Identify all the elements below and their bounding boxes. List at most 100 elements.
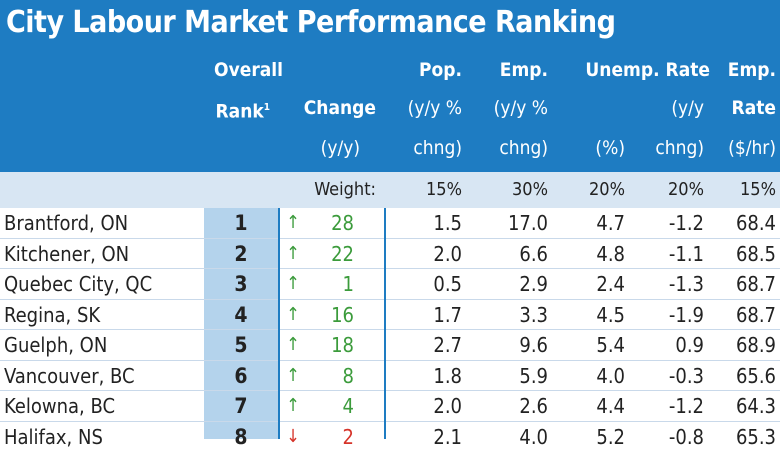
table-row: Kitchener, ON 2 ↑ 22 2.0 6.6 4.8 -1.1 68.5 <box>0 239 780 269</box>
header-rank: Rank1 <box>215 100 271 123</box>
header-pop-unit-1: (y/y % <box>407 97 462 119</box>
emp-rate-cell: 68.5 <box>735 241 776 266</box>
table-row: Kelowna, BC 7 ↑ 4 2.0 2.6 4.4 -1.2 64.3 <box>0 391 780 421</box>
rank-cell: 5 <box>234 333 248 357</box>
city-cell: Guelph, ON <box>4 333 108 357</box>
page-title: City Labour Market Performance Ranking <box>6 5 616 40</box>
header-unemp-chg-2: chng) <box>655 137 704 159</box>
row-separator <box>0 298 780 300</box>
header-emp-rate-2: Rate <box>731 97 776 119</box>
weight-row: Weight: 15% 30% 20% 20% 15% <box>0 172 780 208</box>
change-cell: 1 <box>342 272 354 296</box>
emp-rate-cell: 64.3 <box>735 394 776 418</box>
unemp-cell: 5.2 <box>596 424 625 449</box>
emp-rate-cell: 68.7 <box>735 272 776 296</box>
pop-cell: 2.0 <box>433 394 462 418</box>
rank-cell: 8 <box>234 424 248 449</box>
unemp-chg-cell: -1.9 <box>668 302 704 327</box>
divider-rank <box>278 208 280 439</box>
rank-cell: 2 <box>234 241 248 266</box>
table-row: Guelph, ON 5 ↑ 18 2.7 9.6 5.4 0.9 68.9 <box>0 330 780 360</box>
unemp-chg-cell: -0.3 <box>668 363 704 388</box>
rank-cell: 6 <box>234 363 248 388</box>
up-arrow-icon: ↑ <box>286 334 300 355</box>
row-separator <box>0 390 780 391</box>
emp-cell: 3.3 <box>519 302 548 327</box>
row-separator <box>0 237 780 239</box>
header-pop-unit-2: chng) <box>413 137 462 159</box>
emp-cell: 5.9 <box>519 363 548 388</box>
emp-cell: 9.6 <box>519 333 548 357</box>
pop-cell: 1.8 <box>433 363 462 388</box>
table-row: Brantford, ON 1 ↑ 28 1.5 17.0 4.7 -1.2 68.4 <box>0 208 780 238</box>
header-overall: Overall <box>214 59 283 81</box>
header-pop: Pop. <box>418 59 462 81</box>
pop-cell: 1.7 <box>433 302 462 327</box>
emp-cell: 2.9 <box>519 272 548 296</box>
rank-cell: 4 <box>234 302 248 327</box>
pop-cell: 2.1 <box>433 424 462 449</box>
header-emp-rate-unit: ($/hr) <box>728 137 776 159</box>
rank-cell: 7 <box>234 394 248 418</box>
change-cell: 8 <box>342 363 354 388</box>
header-unemp-rate: Unemp. Rate <box>585 59 710 81</box>
header-emp: Emp. <box>499 59 548 81</box>
city-cell: Regina, SK <box>4 302 101 327</box>
change-cell: 16 <box>331 302 354 327</box>
table-row: Vancouver, BC 6 ↑ 8 1.8 5.9 4.0 -0.3 65.6 <box>0 361 780 391</box>
emp-rate-cell: 68.7 <box>735 302 776 327</box>
unemp-chg-cell: -1.2 <box>668 211 704 235</box>
header-change-unit: (y/y) <box>320 137 360 159</box>
header-unemp-unit: (%) <box>595 137 625 159</box>
change-cell: 22 <box>331 241 354 266</box>
header-emp-unit-1: (y/y % <box>493 97 548 119</box>
rank-cell: 1 <box>234 211 248 235</box>
weight-unemp-chg: 20% <box>668 179 704 200</box>
emp-cell: 6.6 <box>519 241 548 266</box>
unemp-cell: 4.7 <box>596 211 625 235</box>
unemp-cell: 4.5 <box>596 302 625 327</box>
city-cell: Quebec City, QC <box>4 272 153 296</box>
unemp-cell: 4.8 <box>596 241 625 266</box>
emp-rate-cell: 65.3 <box>735 424 776 449</box>
up-arrow-icon: ↑ <box>286 273 300 294</box>
pop-cell: 2.7 <box>433 333 462 357</box>
table-row: Halifax, NS 8 ↓ 2 2.1 4.0 5.2 -0.8 65.3 <box>0 422 780 452</box>
header-change: Change <box>303 97 376 119</box>
rank-column-background <box>204 208 278 439</box>
row-separator <box>0 359 780 361</box>
divider-change <box>384 208 386 439</box>
up-arrow-icon: ↑ <box>286 364 300 386</box>
unemp-cell: 4.0 <box>596 363 625 388</box>
header-emp-unit-2: chng) <box>499 137 548 159</box>
weight-emp: 30% <box>512 179 548 200</box>
change-cell: 28 <box>331 211 354 235</box>
up-arrow-icon: ↑ <box>286 395 300 416</box>
emp-rate-cell: 68.9 <box>735 333 776 357</box>
emp-cell: 17.0 <box>507 211 548 235</box>
unemp-chg-cell: -1.1 <box>668 241 704 266</box>
header-rank-footnote: 1 <box>263 102 270 113</box>
weight-pop: 15% <box>426 179 462 200</box>
pop-cell: 0.5 <box>433 272 462 296</box>
up-arrow-icon: ↑ <box>286 212 300 233</box>
weight-unemp: 20% <box>589 179 625 200</box>
change-cell: 2 <box>342 424 354 449</box>
unemp-cell: 2.4 <box>596 272 625 296</box>
pop-cell: 1.5 <box>433 211 462 235</box>
title-bar: City Labour Market Performance Ranking <box>0 0 780 47</box>
table-header: Overall Pop. Emp. Unemp. Rate Emp. Rank1… <box>0 47 780 172</box>
change-cell: 4 <box>342 394 354 418</box>
city-cell: Brantford, ON <box>4 211 129 235</box>
unemp-cell: 5.4 <box>596 333 625 357</box>
city-cell: Kelowna, BC <box>4 394 116 418</box>
unemp-chg-cell: -0.8 <box>668 424 704 449</box>
city-cell: Vancouver, BC <box>4 363 135 388</box>
pop-cell: 2.0 <box>433 241 462 266</box>
unemp-chg-cell: 0.9 <box>675 333 704 357</box>
change-cell: 18 <box>331 333 354 357</box>
table-row: Regina, SK 4 ↑ 16 1.7 3.3 4.5 -1.9 68.7 <box>0 300 780 330</box>
up-arrow-icon: ↑ <box>286 303 300 325</box>
row-separator <box>0 420 780 422</box>
unemp-cell: 4.4 <box>596 394 625 418</box>
